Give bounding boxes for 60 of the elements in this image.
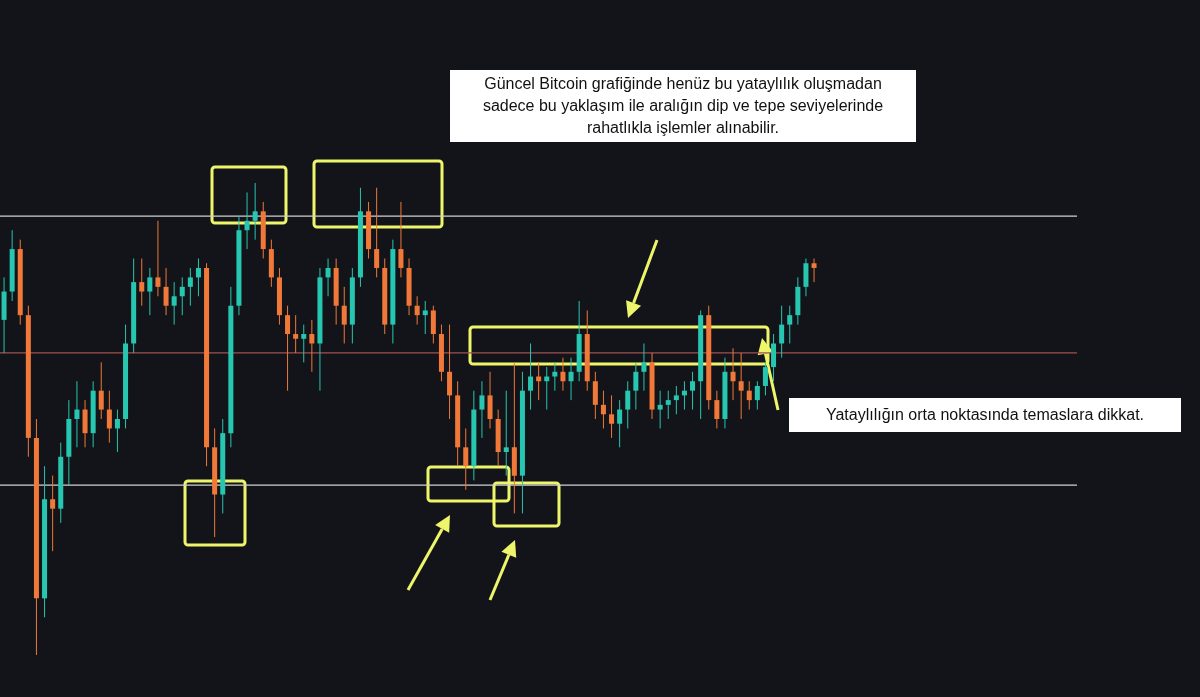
candlestick bbox=[552, 361, 558, 392]
candlestick bbox=[252, 182, 258, 241]
candlestick bbox=[771, 333, 777, 382]
candlestick bbox=[106, 390, 112, 444]
candlestick bbox=[98, 361, 104, 420]
candlestick bbox=[479, 380, 485, 439]
candlestick bbox=[398, 201, 404, 278]
candlestick bbox=[633, 361, 639, 411]
candlestick bbox=[447, 324, 453, 420]
candlestick bbox=[625, 380, 631, 429]
candlestick bbox=[779, 305, 785, 359]
candlestick bbox=[82, 399, 88, 448]
candlestick bbox=[244, 191, 250, 250]
candlestick bbox=[690, 371, 696, 411]
candlestick bbox=[641, 342, 647, 392]
candlestick bbox=[730, 347, 736, 401]
candlestick bbox=[155, 220, 161, 297]
candlestick bbox=[762, 361, 768, 396]
candlestick bbox=[787, 305, 793, 344]
candlestick bbox=[754, 380, 760, 411]
candlestick bbox=[811, 258, 817, 283]
candlestick bbox=[746, 380, 752, 411]
candlestick bbox=[74, 380, 80, 448]
candlestick bbox=[617, 399, 623, 448]
candlestick bbox=[665, 390, 671, 420]
candlestick bbox=[179, 276, 185, 316]
candlestick bbox=[147, 267, 153, 316]
candlestick bbox=[714, 390, 720, 429]
candlestick bbox=[374, 187, 380, 278]
candlestick bbox=[293, 314, 299, 354]
candlestick bbox=[528, 342, 534, 411]
candlestick bbox=[341, 286, 347, 344]
candlestick bbox=[487, 371, 493, 429]
candlestick bbox=[738, 352, 744, 420]
candlestick bbox=[171, 281, 177, 326]
candlestick bbox=[309, 319, 315, 373]
candlestick bbox=[609, 394, 615, 439]
candlestick bbox=[803, 258, 809, 297]
candlestick bbox=[592, 371, 598, 420]
candlestick bbox=[657, 390, 663, 429]
candlestick bbox=[50, 475, 56, 552]
candlestick bbox=[422, 300, 428, 335]
candlestick bbox=[301, 324, 307, 363]
candlestick bbox=[139, 258, 145, 307]
callout-box: Güncel Bitcoin grafiğinde henüz bu yataylılık oluşmadan sadece bu yaklaşım ile aralığın dip ve tepe seviyelerinde rahatlıkla işlemler alınabilir. bbox=[450, 70, 916, 142]
candlestick bbox=[285, 305, 291, 392]
candlestick bbox=[163, 267, 169, 316]
candlestick bbox=[600, 390, 606, 429]
candlestick bbox=[414, 295, 420, 326]
candlestick bbox=[503, 390, 509, 477]
candlestick bbox=[187, 267, 193, 307]
candlestick bbox=[114, 409, 120, 453]
candlestick bbox=[430, 305, 436, 344]
candlestick bbox=[195, 258, 201, 297]
candlestick bbox=[560, 357, 566, 392]
candlestick bbox=[325, 258, 331, 297]
callout-box: Yataylılığın orta noktasında temaslara dikkat. bbox=[789, 398, 1181, 432]
candlestick bbox=[673, 385, 679, 415]
candlestick bbox=[463, 427, 469, 491]
candlestick bbox=[568, 357, 574, 401]
